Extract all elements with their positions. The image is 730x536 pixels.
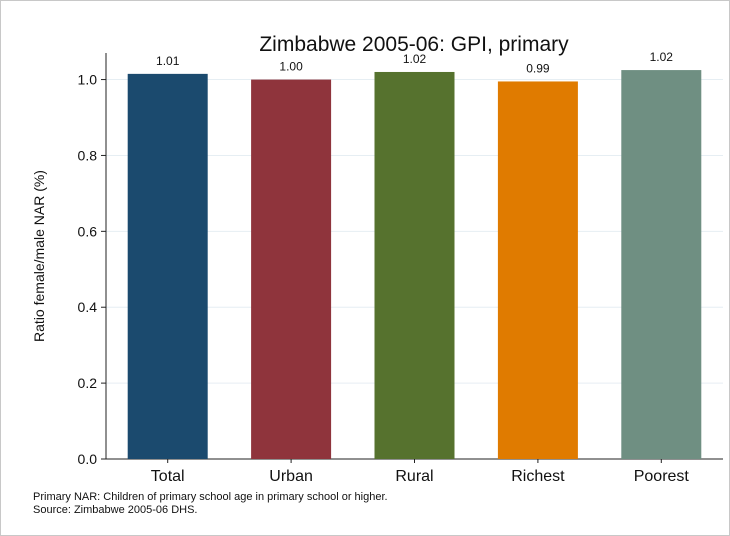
y-tick-label: 0.8: [78, 147, 98, 163]
bar-value-label: 0.99: [526, 61, 550, 75]
x-tick-label: Richest: [511, 468, 565, 485]
bar-rural: [374, 71, 455, 460]
bar-value-label: 1.01: [156, 54, 180, 68]
y-tick-label: 0.2: [78, 375, 98, 391]
bar-value-label: 1.00: [279, 60, 303, 74]
bar-value-label: 1.02: [650, 50, 674, 64]
x-tick-label: Total: [151, 468, 185, 485]
bar-value-label: 1.02: [403, 52, 427, 66]
y-tick-label: 0.0: [78, 451, 98, 467]
x-tick-label: Rural: [395, 468, 433, 485]
x-tick-label: Poorest: [634, 468, 690, 485]
footnote-definition: Primary NAR: Children of primary school …: [33, 491, 388, 503]
footnote-source: Source: Zimbabwe 2005-06 DHS.: [33, 504, 198, 516]
y-tick-label: 1.0: [78, 72, 98, 88]
bar-urban: [251, 79, 332, 460]
x-tick-label: Urban: [269, 468, 313, 485]
chart-title: Zimbabwe 2005-06: GPI, primary: [259, 33, 569, 56]
bar-richest: [497, 81, 578, 459]
bar-total: [127, 73, 208, 460]
bar-poorest: [621, 70, 702, 459]
y-tick-label: 0.6: [78, 223, 98, 239]
y-axis-title: Ratio female/male NAR (%): [31, 170, 47, 342]
y-tick-label: 0.4: [78, 299, 98, 315]
